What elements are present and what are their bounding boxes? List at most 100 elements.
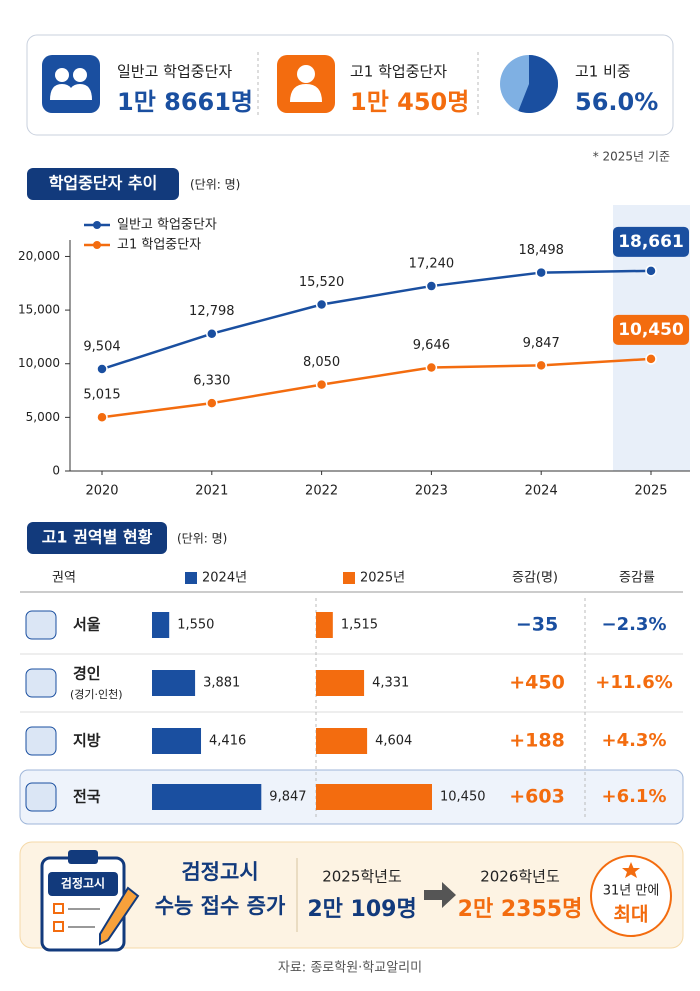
bar-label: 4,416 <box>209 734 246 749</box>
table-header: 2025년 <box>360 571 405 586</box>
year-label: 2026학년도 <box>480 868 560 886</box>
change-rate: +11.6% <box>595 672 673 693</box>
summary-label: 고1 비중 <box>575 63 631 81</box>
value-label: 18,661 <box>618 232 684 252</box>
value-label: 6,330 <box>193 374 230 389</box>
banner-title: 검정고시 <box>181 860 258 884</box>
change: +450 <box>509 672 565 694</box>
point <box>425 361 438 374</box>
table-header: 2024년 <box>202 571 247 586</box>
table-header: 증감(명) <box>512 571 558 586</box>
section-header <box>27 168 179 200</box>
point <box>535 266 547 279</box>
bar-label: 3,881 <box>203 676 240 691</box>
summary-value: 1만 8661명 <box>117 88 253 116</box>
bar-label: 1,515 <box>341 618 378 633</box>
record-badge <box>590 855 672 937</box>
person-glyph <box>290 65 322 102</box>
bar-label: 10,450 <box>440 790 486 805</box>
value-label: 5,015 <box>83 388 120 403</box>
legend-swatch <box>343 572 355 584</box>
banner <box>19 841 684 949</box>
label-box <box>613 226 689 257</box>
record-text: 최대 <box>614 904 649 926</box>
legend-marker <box>93 221 101 229</box>
point <box>96 363 108 375</box>
bar-label: 1,550 <box>177 618 214 633</box>
source: 자료: 종로학원·학교알리미 <box>278 961 422 976</box>
table-header: 권역 <box>52 571 76 586</box>
legend-label: 고1 학업중단자 <box>117 238 201 253</box>
y-tick-label: 0 <box>52 464 60 478</box>
people-icon <box>42 55 100 113</box>
summary-value: 1만 450명 <box>350 88 469 116</box>
region-name: 서울 <box>73 616 101 634</box>
value-label: 17,240 <box>409 257 455 272</box>
point <box>645 265 657 277</box>
people-glyph <box>50 68 92 100</box>
x-tick-label: 2021 <box>195 484 228 499</box>
unit-label: (단위: 명) <box>190 178 240 192</box>
x-tick-label: 2024 <box>525 484 558 499</box>
y-tick-label: 20,000 <box>18 249 60 263</box>
bar <box>316 670 365 696</box>
value-label: 18,498 <box>518 243 564 258</box>
bar-label: 4,604 <box>375 734 412 749</box>
region-icon <box>25 782 57 812</box>
year-value: 2만 2355명 <box>458 897 583 922</box>
bar <box>316 784 432 810</box>
change-rate: +6.1% <box>601 786 666 807</box>
year-value: 2만 109명 <box>307 897 416 922</box>
y-tick-label: 5,000 <box>26 410 60 424</box>
value-label: 9,504 <box>83 340 120 355</box>
bar <box>316 612 333 638</box>
point <box>535 359 547 372</box>
series-line <box>101 269 652 371</box>
change: +603 <box>509 786 565 808</box>
change-rate: −2.3% <box>601 614 666 635</box>
value-label: 15,520 <box>299 275 345 290</box>
point <box>645 353 657 365</box>
summary-value: 56.0% <box>575 88 658 116</box>
banner-title: 수능 접수 증가 <box>155 894 286 918</box>
point <box>96 411 108 423</box>
badge-text: 검정고시 <box>61 876 105 891</box>
region-name: 지방 <box>73 732 101 750</box>
point <box>206 327 218 340</box>
value-label: 9,646 <box>413 338 450 353</box>
checklist <box>53 903 100 932</box>
region-icon <box>25 610 57 640</box>
point <box>206 397 218 409</box>
clip <box>68 850 98 864</box>
arrow <box>424 882 456 908</box>
bar <box>316 728 368 754</box>
value-label: 8,050 <box>303 355 340 370</box>
x-tick-label: 2020 <box>85 484 118 499</box>
value-label: 12,798 <box>189 304 235 319</box>
region-sub: (경기·인천) <box>70 687 123 701</box>
change: −35 <box>516 614 558 636</box>
section-header <box>27 522 167 554</box>
series-line <box>101 357 652 419</box>
bar <box>152 784 262 810</box>
point <box>315 298 328 311</box>
bar-label: 9,847 <box>269 790 306 805</box>
bar <box>152 612 170 638</box>
pie-slice <box>518 55 558 113</box>
pencil <box>99 886 140 946</box>
table-header: 증감률 <box>619 571 655 586</box>
region-name: 경인 <box>73 665 101 683</box>
bar-label: 4,331 <box>372 676 409 691</box>
value-label: 10,450 <box>618 320 684 340</box>
point <box>315 378 328 391</box>
summary-card <box>26 34 674 136</box>
label-box <box>613 314 689 345</box>
bar <box>152 670 196 696</box>
change: +188 <box>509 730 565 752</box>
x-tick-label: 2025 <box>634 484 667 499</box>
summary-label: 일반고 학업중단자 <box>117 63 232 81</box>
year-label: 2025학년도 <box>322 868 402 886</box>
point <box>425 280 438 292</box>
